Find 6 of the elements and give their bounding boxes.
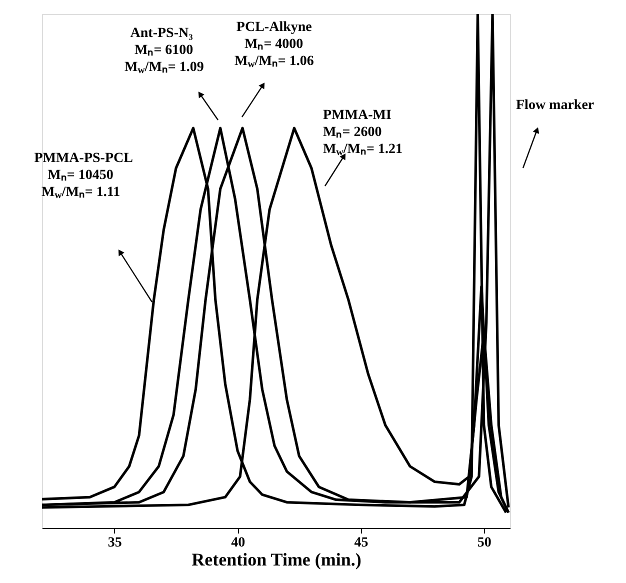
x-tick-label: 50 (477, 536, 492, 550)
x-tick-label: 45 (354, 536, 368, 550)
x-tick-label: 40 (231, 536, 246, 550)
text: Flow marker (516, 98, 594, 113)
x-axis-title: Retention Time (min.) (192, 550, 362, 570)
x-tick-label: 35 (108, 536, 122, 550)
